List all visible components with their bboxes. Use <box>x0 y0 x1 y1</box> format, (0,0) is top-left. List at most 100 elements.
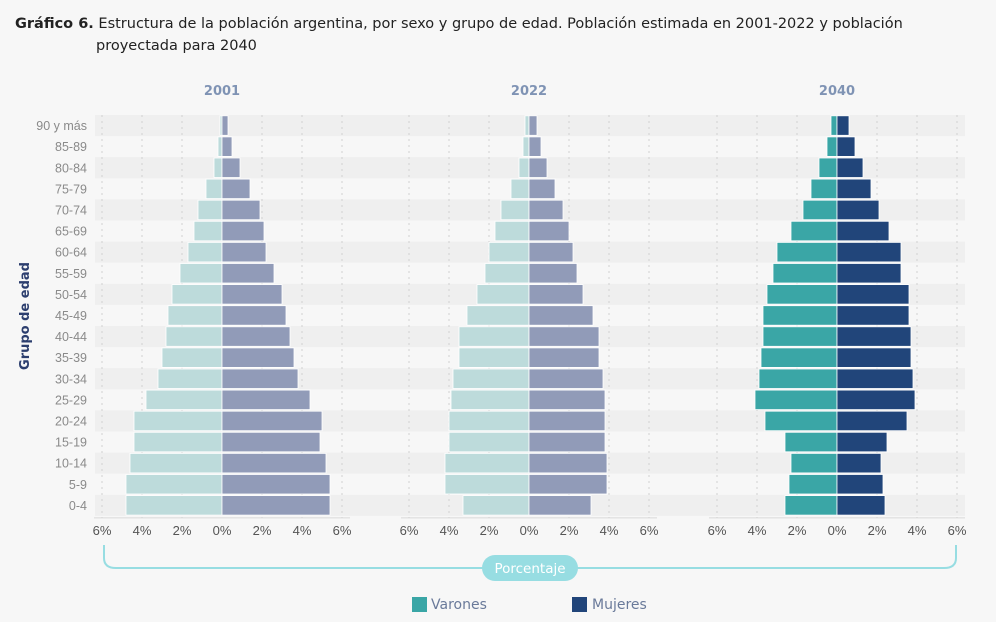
bar-varones-2040-90-y-más <box>830 115 838 136</box>
bar-mujeres-2001-75-79 <box>221 178 251 200</box>
bar-varones-2040-5-9 <box>788 474 838 495</box>
age-group-label: 80-84 <box>55 161 87 175</box>
x-tick-label: 6% <box>708 523 727 538</box>
bar-mujeres-2001-0-4 <box>221 495 331 516</box>
bar-varones-2022-0-4 <box>462 495 530 516</box>
bar-mujeres-2040-5-9 <box>836 474 884 495</box>
x-tick-label: 6% <box>333 523 352 538</box>
bar-mujeres-2040-60-64 <box>836 241 902 263</box>
age-group-label: 75-79 <box>55 182 87 196</box>
bar-varones-2022-80-84 <box>518 157 530 178</box>
bar-mujeres-2001-45-49 <box>221 305 287 326</box>
bar-mujeres-2022-40-44 <box>528 326 600 347</box>
bar-mujeres-2022-75-79 <box>528 178 556 200</box>
age-group-label: 45-49 <box>55 309 87 323</box>
bar-varones-2022-40-44 <box>458 326 530 347</box>
x-tick-label: 4% <box>133 523 152 538</box>
bar-varones-2022-25-29 <box>450 389 530 411</box>
bar-varones-2022-50-54 <box>476 284 530 305</box>
bar-varones-2040-45-49 <box>762 305 838 326</box>
bar-varones-2040-25-29 <box>754 389 838 411</box>
bar-mujeres-2001-40-44 <box>221 326 291 347</box>
bar-varones-2022-15-19 <box>448 431 530 453</box>
age-group-label: 35-39 <box>55 351 87 365</box>
x-tick-label: 0% <box>520 523 539 538</box>
bar-varones-2001-40-44 <box>165 326 223 347</box>
title-line-2: proyectada para 2040 <box>96 38 257 54</box>
figure-number: Gráfico 6. <box>15 16 94 32</box>
age-group-label: 10-14 <box>55 457 87 471</box>
bar-varones-2001-70-74 <box>197 199 223 221</box>
age-group-label: 15-19 <box>55 436 87 450</box>
x-tick-label: 4% <box>908 523 927 538</box>
bar-mujeres-2001-30-34 <box>221 368 299 389</box>
bar-varones-2040-80-84 <box>818 157 838 178</box>
bar-varones-2040-85-89 <box>826 136 838 157</box>
x-tick-label: 0% <box>828 523 847 538</box>
bar-varones-2022-10-14 <box>444 452 530 474</box>
bar-mujeres-2001-90-y-más <box>221 115 229 136</box>
chart-title: Gráfico 6. Estructura de la población ar… <box>15 13 975 57</box>
bar-varones-2040-75-79 <box>810 178 838 200</box>
bar-mujeres-2040-10-14 <box>836 452 882 474</box>
bar-mujeres-2040-55-59 <box>836 263 902 284</box>
bar-varones-2001-35-39 <box>161 347 223 368</box>
bar-mujeres-2040-65-69 <box>836 220 890 242</box>
x-tick-label: 6% <box>948 523 967 538</box>
age-group-label: 5-9 <box>69 478 87 492</box>
age-group-label: 0-4 <box>69 499 87 513</box>
bar-mujeres-2022-15-19 <box>528 431 606 453</box>
x-tick-label: 2% <box>480 523 499 538</box>
legend-swatch-mujeres <box>572 597 587 612</box>
age-group-label: 85-89 <box>55 140 87 154</box>
age-group-label: 60-64 <box>55 246 87 260</box>
bar-varones-2001-25-29 <box>145 389 223 411</box>
age-group-label: 90 y más <box>36 119 87 133</box>
x-tick-label: 6% <box>640 523 659 538</box>
bar-mujeres-2040-25-29 <box>836 389 916 411</box>
panel-2001 <box>125 115 331 516</box>
x-tick-label: 2% <box>173 523 192 538</box>
bar-varones-2040-55-59 <box>772 263 838 284</box>
bar-mujeres-2040-90-y-más <box>836 115 850 136</box>
x-tick-label: 2% <box>560 523 579 538</box>
x-tick-label: 2% <box>868 523 887 538</box>
x-tick-label: 0% <box>213 523 232 538</box>
bar-mujeres-2001-70-74 <box>221 199 261 221</box>
panel-title-2001: 2001 <box>204 84 240 99</box>
bar-mujeres-2040-20-24 <box>836 410 908 432</box>
bar-mujeres-2022-50-54 <box>528 284 584 305</box>
age-group-label: 30-34 <box>55 372 87 386</box>
bar-varones-2022-70-74 <box>500 199 530 221</box>
x-tick-label: 2% <box>253 523 272 538</box>
bar-varones-2040-35-39 <box>760 347 838 368</box>
bar-mujeres-2022-45-49 <box>528 305 594 326</box>
bar-varones-2022-5-9 <box>444 474 530 495</box>
bar-varones-2001-80-84 <box>213 157 223 178</box>
bar-varones-2022-20-24 <box>448 410 530 432</box>
bar-varones-2001-30-34 <box>157 368 223 389</box>
bar-varones-2040-40-44 <box>762 326 838 347</box>
x-tick-label: 4% <box>748 523 767 538</box>
bar-varones-2022-85-89 <box>522 136 530 157</box>
bar-mujeres-2040-50-54 <box>836 284 910 305</box>
bar-mujeres-2022-25-29 <box>528 389 606 411</box>
legend-label-varones: Varones <box>431 597 487 613</box>
bar-varones-2022-30-34 <box>452 368 530 389</box>
bar-mujeres-2001-65-69 <box>221 220 265 242</box>
bar-mujeres-2040-40-44 <box>836 326 912 347</box>
age-group-label: 65-69 <box>55 225 87 239</box>
y-axis-label: Grupo de edad <box>18 262 33 370</box>
bar-varones-2040-50-54 <box>766 284 838 305</box>
x-tick-labels: 6% 4% 2% 0% 2% 4% 6% 6% 4% 2% 0% 2% 4% 6% 6% 4% 2% 0% 2% 4%… <box>93 523 967 538</box>
bar-mujeres-2040-15-19 <box>836 431 888 453</box>
bar-mujeres-2022-55-59 <box>528 263 578 284</box>
bar-varones-2001-5-9 <box>125 474 223 495</box>
bar-varones-2001-75-79 <box>205 178 223 200</box>
bar-mujeres-2001-80-84 <box>221 157 241 178</box>
bar-mujeres-2001-20-24 <box>221 410 323 432</box>
bar-mujeres-2040-80-84 <box>836 157 864 178</box>
bar-mujeres-2001-25-29 <box>221 389 311 411</box>
bar-mujeres-2022-35-39 <box>528 347 600 368</box>
bar-mujeres-2022-0-4 <box>528 495 592 516</box>
